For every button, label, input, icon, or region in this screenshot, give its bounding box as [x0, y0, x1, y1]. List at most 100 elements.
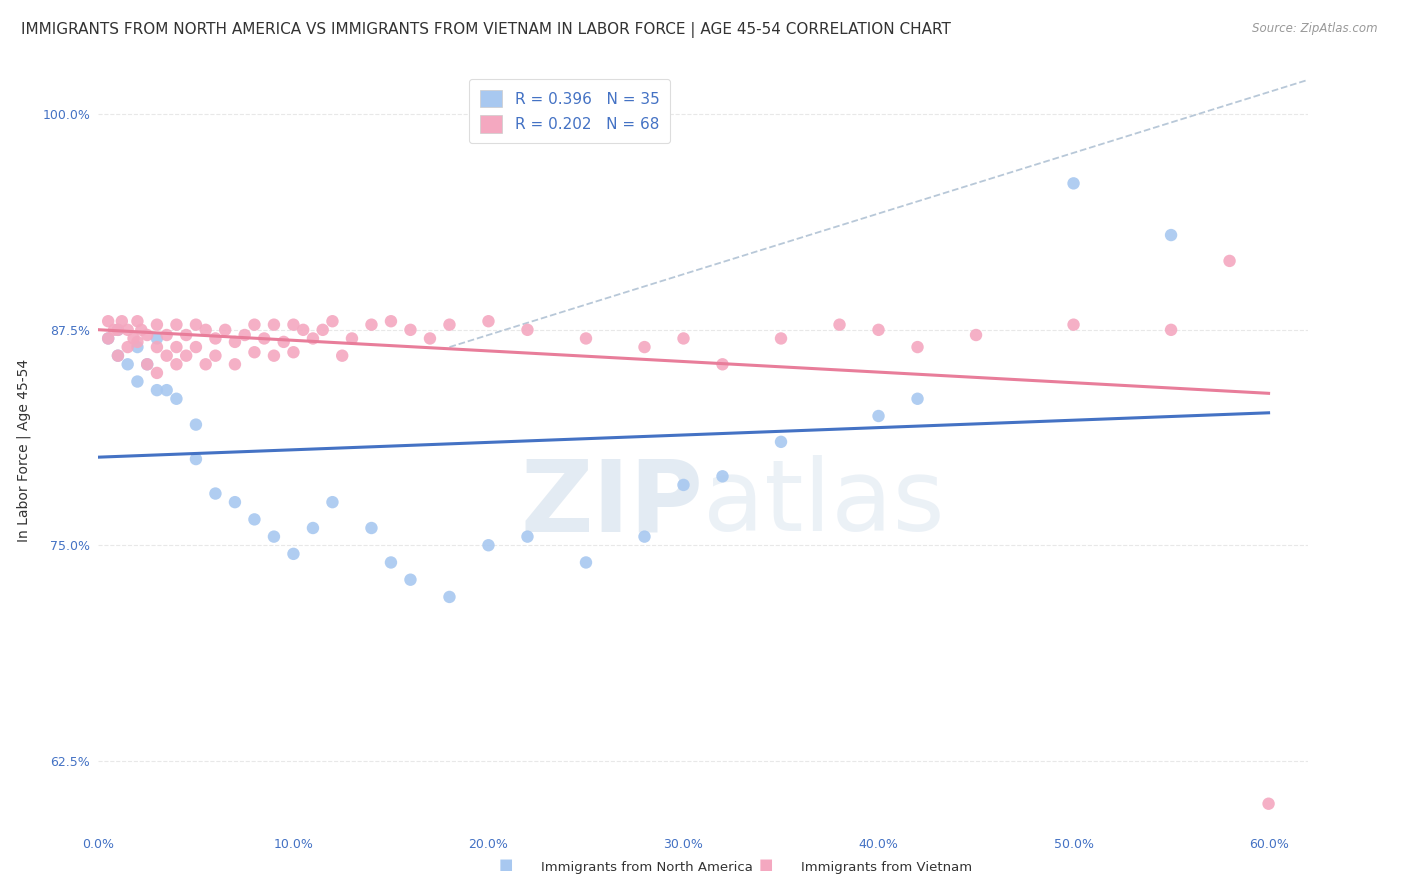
Point — [399, 573, 422, 587]
Point — [340, 331, 363, 345]
Point — [214, 323, 236, 337]
Point — [156, 349, 179, 363]
Point — [127, 314, 149, 328]
Point — [1219, 253, 1241, 268]
Point — [107, 323, 129, 337]
Point — [302, 521, 325, 535]
Point — [477, 538, 499, 552]
Point — [672, 331, 695, 345]
Point — [165, 340, 187, 354]
Point — [439, 590, 461, 604]
Point — [174, 349, 197, 363]
Point — [399, 323, 422, 337]
Point — [97, 331, 120, 345]
Point — [165, 392, 187, 406]
Point — [672, 478, 695, 492]
Point — [107, 349, 129, 363]
Point — [253, 331, 276, 345]
Point — [292, 323, 315, 337]
Point — [1063, 177, 1085, 191]
Point — [769, 331, 792, 345]
Point — [204, 331, 226, 345]
Point — [117, 340, 139, 354]
Point — [1160, 228, 1182, 243]
Point — [107, 323, 129, 337]
Point — [477, 314, 499, 328]
Point — [224, 357, 246, 371]
Point — [321, 495, 343, 509]
Point — [243, 318, 266, 332]
Point — [127, 340, 149, 354]
Point — [194, 357, 217, 371]
Point — [233, 328, 256, 343]
Point — [146, 366, 169, 380]
Point — [907, 340, 929, 354]
Point — [194, 323, 217, 337]
Point — [711, 357, 734, 371]
Point — [204, 486, 226, 500]
Point — [380, 556, 402, 570]
Point — [419, 331, 441, 345]
Point — [184, 417, 207, 432]
Point — [575, 331, 598, 345]
Point — [321, 314, 343, 328]
Point — [165, 357, 187, 371]
Point — [633, 340, 655, 354]
Point — [224, 495, 246, 509]
Point — [243, 345, 266, 359]
Point — [243, 512, 266, 526]
Point — [146, 331, 169, 345]
Point — [360, 521, 382, 535]
Point — [224, 334, 246, 349]
Point — [965, 328, 987, 343]
Point — [439, 318, 461, 332]
Legend: R = 0.396   N = 35, R = 0.202   N = 68: R = 0.396 N = 35, R = 0.202 N = 68 — [468, 79, 671, 144]
Point — [117, 357, 139, 371]
Text: Source: ZipAtlas.com: Source: ZipAtlas.com — [1253, 22, 1378, 36]
Point — [204, 349, 226, 363]
Point — [360, 318, 382, 332]
Point — [156, 328, 179, 343]
Point — [136, 328, 159, 343]
Point — [136, 357, 159, 371]
Point — [516, 530, 538, 544]
Point — [146, 318, 169, 332]
Point — [263, 318, 285, 332]
Point — [302, 331, 325, 345]
Point — [97, 314, 120, 328]
Text: ■: ■ — [759, 857, 773, 872]
Point — [122, 331, 145, 345]
Point — [575, 556, 598, 570]
Point — [146, 383, 169, 397]
Y-axis label: In Labor Force | Age 45-54: In Labor Force | Age 45-54 — [17, 359, 31, 542]
Point — [312, 323, 335, 337]
Point — [516, 323, 538, 337]
Point — [165, 318, 187, 332]
Point — [263, 530, 285, 544]
Point — [174, 328, 197, 343]
Point — [273, 334, 295, 349]
Point — [97, 331, 120, 345]
Point — [868, 323, 890, 337]
Point — [146, 340, 169, 354]
Point — [1257, 797, 1279, 811]
Point — [136, 357, 159, 371]
Point — [184, 340, 207, 354]
Point — [131, 323, 153, 337]
Point — [127, 375, 149, 389]
Point — [868, 409, 890, 423]
Point — [111, 314, 134, 328]
Text: Immigrants from North America: Immigrants from North America — [541, 861, 754, 874]
Text: Immigrants from Vietnam: Immigrants from Vietnam — [801, 861, 973, 874]
Point — [156, 383, 179, 397]
Point — [769, 434, 792, 449]
Point — [380, 314, 402, 328]
Point — [828, 318, 851, 332]
Text: ZIP: ZIP — [520, 455, 703, 552]
Point — [184, 452, 207, 467]
Point — [283, 345, 305, 359]
Point — [330, 349, 353, 363]
Point — [907, 392, 929, 406]
Point — [103, 323, 125, 337]
Point — [633, 530, 655, 544]
